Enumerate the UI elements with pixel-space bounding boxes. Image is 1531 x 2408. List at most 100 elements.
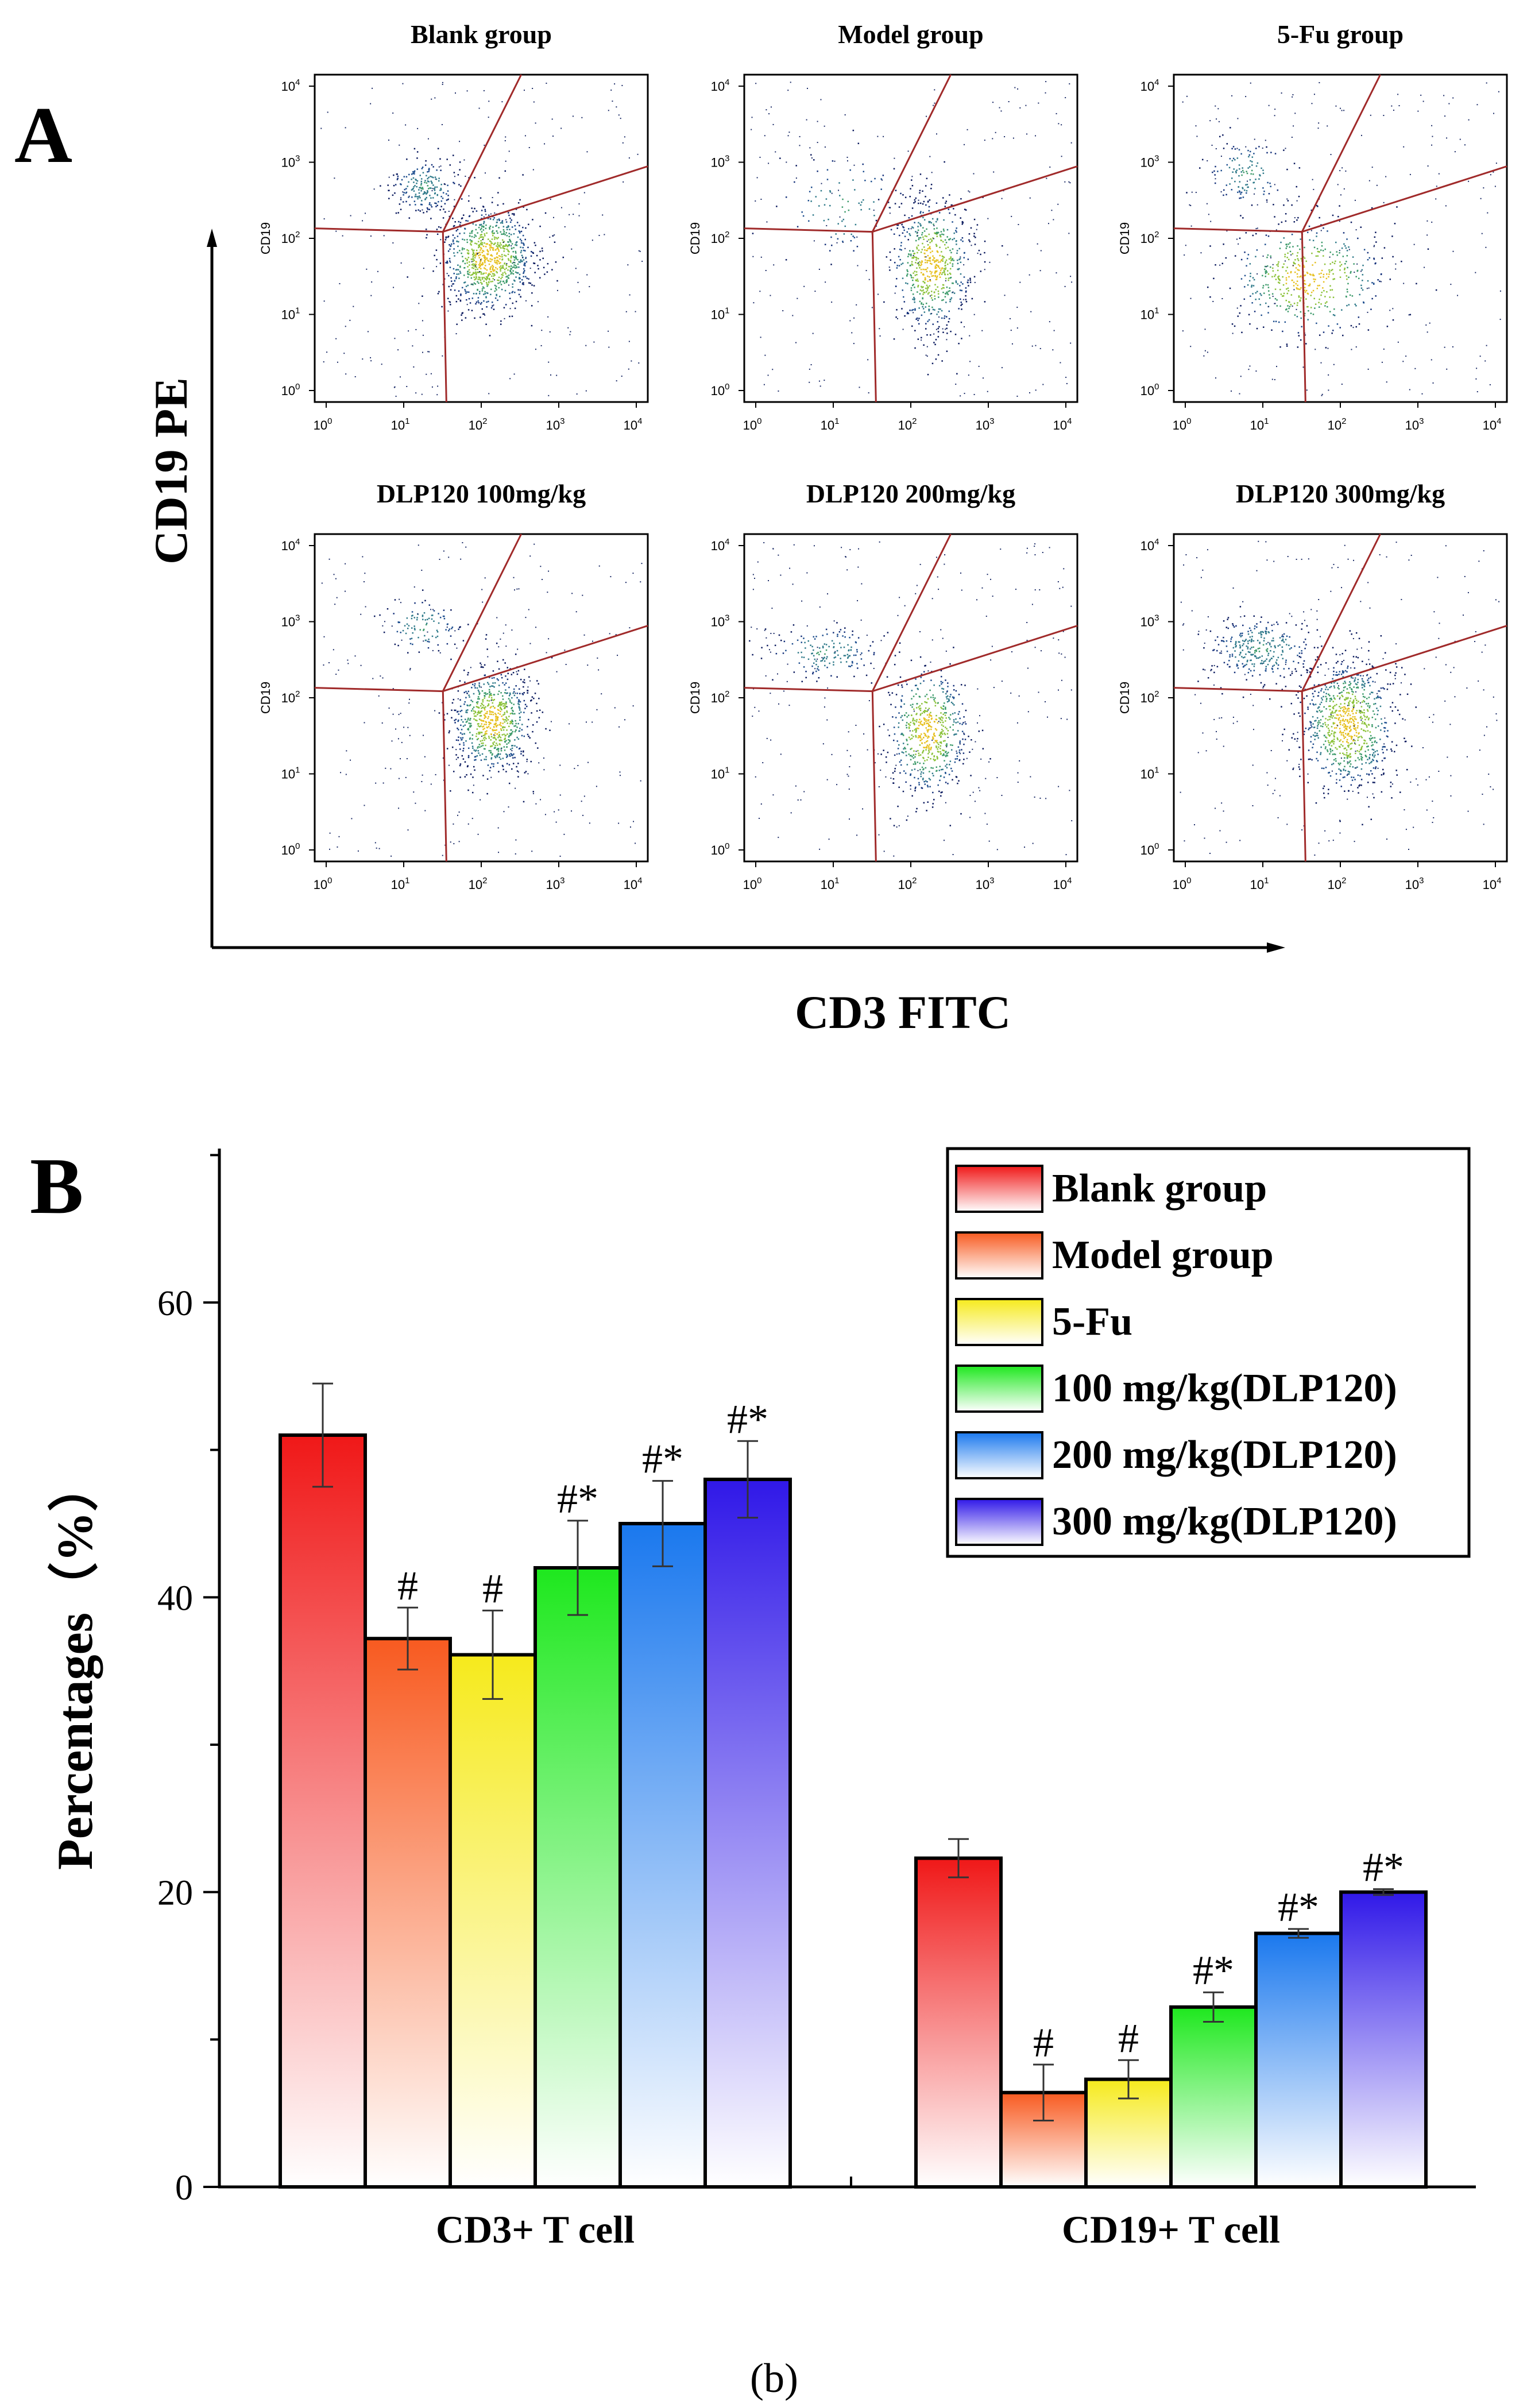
x-tick-label: 104 xyxy=(1483,416,1502,432)
gate-line xyxy=(1301,165,1507,233)
y-tick-label: 104 xyxy=(1140,78,1159,94)
flow-plot-frame xyxy=(314,74,649,403)
x-tick-label: 104 xyxy=(1053,876,1072,892)
x-tick-label: 100 xyxy=(1173,876,1192,892)
x-tick-label: 101 xyxy=(391,416,410,432)
y-tick-label: 104 xyxy=(711,78,730,94)
y-tick-label: 104 xyxy=(281,537,300,553)
panel-a-x-axis-title: CD3 FITC xyxy=(795,986,1011,1038)
x-tick-label: 103 xyxy=(546,416,565,432)
significance-mark: #* xyxy=(557,1476,598,1522)
x-tick-label: 104 xyxy=(1053,416,1072,432)
legend-label: 300 mg/kg(DLP120) xyxy=(1052,1499,1397,1544)
flow-plot-title: DLP120 100mg/kg xyxy=(377,479,586,508)
flow-plot-y-label: CD19 xyxy=(688,222,702,254)
bar-2-4 xyxy=(1169,2005,1258,2189)
panel-a-y-axis-arrowhead xyxy=(207,229,217,247)
y-tick-label: 40 xyxy=(157,1579,193,1618)
x-tick-label: 104 xyxy=(624,876,643,892)
gate-line xyxy=(744,687,873,693)
significance-mark: # xyxy=(482,1566,503,1611)
flow-plot-events xyxy=(320,82,643,397)
y-tick-label: 102 xyxy=(711,689,730,705)
x-tick-label: 101 xyxy=(821,876,840,892)
flow-plot-events xyxy=(751,81,1073,397)
x-tick-label: 103 xyxy=(976,416,995,432)
panel-a-letter: A xyxy=(14,91,73,180)
y-tick-label: 102 xyxy=(281,230,300,246)
x-tick-label: 101 xyxy=(1250,416,1269,432)
x-tick-label: 100 xyxy=(743,876,762,892)
x-tick-label: 101 xyxy=(391,876,410,892)
gate-line xyxy=(442,165,648,233)
panel-b-letter: B xyxy=(30,1142,84,1231)
y-tick-label: 100 xyxy=(711,841,730,857)
legend-label: 5-Fu xyxy=(1052,1300,1132,1344)
gate-line xyxy=(872,165,1078,233)
y-tick-label: 101 xyxy=(711,766,730,782)
flow-plot-title: Blank group xyxy=(411,20,552,49)
gate-line xyxy=(1301,534,1381,692)
x-tick-label: 102 xyxy=(469,876,488,892)
flow-plot-5: DLP120 200mg/kg 100 100 101 101 102 102 103 103 1… xyxy=(688,479,1078,892)
y-tick-label: 102 xyxy=(281,689,300,705)
y-tick-label: 102 xyxy=(1140,230,1159,246)
flow-plot-frame xyxy=(1173,74,1508,403)
flow-plot-frame xyxy=(314,533,649,863)
bar-2-1 xyxy=(914,1856,1003,2189)
x-tick-label: 100 xyxy=(1173,416,1192,432)
x-tick-label: 103 xyxy=(546,876,565,892)
y-tick-label: 101 xyxy=(281,766,300,782)
legend-swatch xyxy=(955,1231,1043,1280)
significance-mark: # xyxy=(1033,2020,1054,2066)
panel-a-x-axis-arrowhead xyxy=(1267,942,1285,953)
significance-mark: # xyxy=(397,1563,418,1609)
flow-plot-1: Blank group 100 100 101 101 102 102 103 103 104 10… xyxy=(258,20,649,432)
flow-plot-frame xyxy=(743,74,1078,403)
y-tick-label: 104 xyxy=(281,78,300,94)
y-tick-label: 60 xyxy=(157,1284,193,1323)
legend-swatch xyxy=(955,1498,1043,1546)
y-axis-title: Percentages（%） xyxy=(48,1461,103,1870)
significance-mark: #* xyxy=(1278,1884,1319,1930)
gate-line xyxy=(1301,625,1507,693)
gate-line xyxy=(442,625,648,693)
bar-2-6 xyxy=(1339,1890,1428,2189)
y-tick-label: 100 xyxy=(281,382,300,398)
gate-line xyxy=(442,74,522,233)
significance-mark: #* xyxy=(642,1436,683,1482)
y-tick-label: 103 xyxy=(1140,613,1159,629)
flow-plot-4: DLP120 100mg/kg 100 100 101 101 102 102 103 103 1… xyxy=(258,479,649,892)
gate-line xyxy=(1301,691,1306,862)
x-tick-label: 100 xyxy=(743,416,762,432)
gate-line xyxy=(871,691,877,862)
bar-1-6 xyxy=(703,1478,792,2189)
panel-a-flow-plots: CD19 PE CD3 FITC Blank group 100 100 101 101… xyxy=(145,20,1508,1038)
flow-plot-title: Model group xyxy=(838,20,983,49)
y-tick-label: 101 xyxy=(1140,306,1159,322)
y-tick-label: 103 xyxy=(711,613,730,629)
flow-plot-y-label: CD19 xyxy=(1118,222,1132,254)
x-category-label: CD19+ T cell xyxy=(1062,2208,1280,2251)
legend-swatch xyxy=(955,1298,1043,1346)
x-tick-label: 101 xyxy=(821,416,840,432)
gate-line xyxy=(871,74,952,233)
y-tick-label: 100 xyxy=(1140,382,1159,398)
bar-1-5 xyxy=(618,1522,707,2189)
y-tick-label: 103 xyxy=(1140,154,1159,170)
gate-line xyxy=(442,691,447,862)
significance-mark: #* xyxy=(727,1396,768,1442)
y-tick-label: 104 xyxy=(1140,537,1159,553)
gate-line xyxy=(1173,687,1302,693)
y-tick-label: 100 xyxy=(1140,841,1159,857)
gate-line xyxy=(1173,227,1302,233)
legend-swatch xyxy=(955,1165,1043,1213)
flow-plot-y-label: CD19 xyxy=(258,682,273,714)
flow-plot-6: DLP120 300mg/kg 100 100 101 101 102 102 103 103 1… xyxy=(1118,479,1508,892)
flow-plot-title: 5-Fu group xyxy=(1277,20,1404,49)
gate-line xyxy=(1301,231,1306,403)
figure-caption-label: (b) xyxy=(750,2355,798,2401)
gate-line xyxy=(1301,74,1381,233)
